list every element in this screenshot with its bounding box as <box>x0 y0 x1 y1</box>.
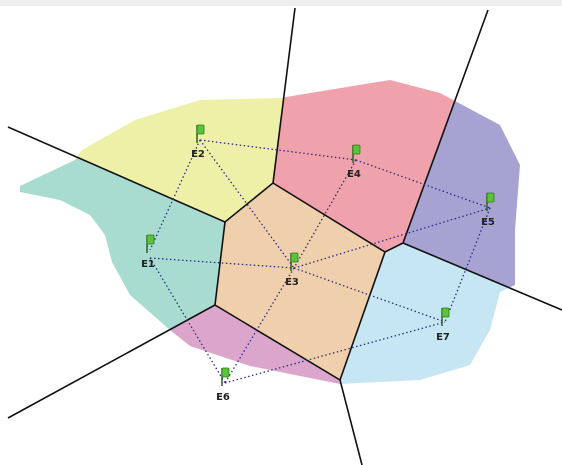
node: E5 <box>481 192 495 228</box>
node-label: E5 <box>481 217 495 228</box>
region-e5 <box>403 80 520 310</box>
link <box>444 207 491 323</box>
link <box>293 159 357 269</box>
node-label: E1 <box>141 259 155 270</box>
region-e4 <box>273 80 490 252</box>
flag <box>486 192 495 203</box>
link <box>149 139 201 251</box>
top-border <box>0 0 562 6</box>
flag <box>196 124 205 135</box>
flag <box>352 144 361 155</box>
border <box>7 7 296 223</box>
link <box>149 257 226 384</box>
node: E1 <box>141 234 155 270</box>
node: E2 <box>191 124 205 160</box>
node-label: E4 <box>347 169 361 180</box>
border <box>339 251 386 381</box>
flag <box>290 252 299 263</box>
node: E3 <box>285 252 299 288</box>
region-e3 <box>215 183 385 380</box>
node-label: E2 <box>191 149 205 160</box>
flag <box>146 234 155 245</box>
node: E4 <box>347 144 361 180</box>
node-label: E3 <box>285 277 299 288</box>
link <box>293 267 446 323</box>
links <box>149 139 491 384</box>
nodes: E1 E2 E3 E4 E5 E6 E7 <box>141 124 495 403</box>
flag <box>221 367 230 378</box>
node-label: E7 <box>436 332 450 343</box>
link <box>149 257 295 269</box>
node-label: E6 <box>216 392 230 403</box>
border <box>272 9 489 253</box>
node: E6 <box>216 367 230 403</box>
border <box>402 242 562 311</box>
node: E7 <box>436 307 450 343</box>
link <box>199 139 295 269</box>
flag <box>441 307 450 318</box>
region-e6 <box>20 305 362 384</box>
